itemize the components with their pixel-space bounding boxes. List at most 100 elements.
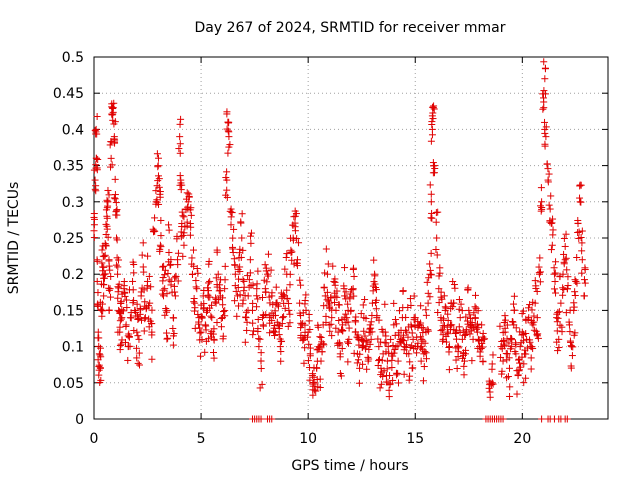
data-point <box>246 269 254 277</box>
data-point <box>113 211 121 219</box>
y-tick-label: 0.2 <box>62 267 84 283</box>
data-point <box>114 283 122 291</box>
data-point <box>375 316 383 324</box>
data-point <box>93 257 101 265</box>
data-point <box>154 177 162 185</box>
data-point <box>531 277 539 285</box>
data-point <box>208 314 216 322</box>
data-point <box>489 380 497 388</box>
data-point <box>424 327 432 335</box>
data-point <box>426 260 434 268</box>
data-point <box>545 170 553 178</box>
data-point <box>140 327 148 335</box>
data-point <box>143 282 151 290</box>
data-point <box>167 281 175 289</box>
data-point <box>487 381 495 389</box>
data-point <box>169 324 177 332</box>
data-point <box>264 272 272 280</box>
data-point <box>450 281 458 289</box>
data-point <box>432 209 440 217</box>
data-point <box>512 341 520 349</box>
data-point <box>275 302 283 310</box>
data-point <box>466 311 474 319</box>
data-point <box>563 285 571 293</box>
data-point <box>146 299 154 307</box>
data-point <box>438 326 446 334</box>
data-point <box>311 386 319 394</box>
data-point <box>336 353 344 361</box>
data-point <box>125 330 133 338</box>
data-point <box>530 312 538 320</box>
data-point <box>385 386 393 394</box>
data-point <box>408 329 416 337</box>
data-point <box>183 189 191 197</box>
x-axis-label: GPS time / hours <box>291 458 408 474</box>
data-point <box>430 102 438 110</box>
data-point <box>527 365 535 373</box>
data-point <box>429 109 437 117</box>
data-point <box>296 299 304 307</box>
data-point <box>256 335 264 343</box>
data-point <box>97 344 105 352</box>
data-point <box>229 243 237 251</box>
data-point <box>447 321 455 329</box>
data-point <box>388 356 396 364</box>
data-point <box>95 350 103 358</box>
data-point <box>263 270 271 278</box>
data-point <box>500 337 508 345</box>
data-point <box>443 338 451 346</box>
data-point <box>488 360 496 368</box>
data-point <box>249 281 257 289</box>
data-point <box>176 133 184 141</box>
data-point <box>236 291 244 299</box>
data-point <box>468 319 476 327</box>
data-point <box>410 292 418 300</box>
data-point <box>432 245 440 253</box>
data-point <box>228 209 236 217</box>
data-point <box>328 314 336 322</box>
data-point <box>390 349 398 357</box>
data-point <box>137 316 145 324</box>
data-point <box>511 348 519 356</box>
data-point <box>107 293 115 301</box>
data-point <box>305 310 313 318</box>
data-point <box>98 312 106 320</box>
data-point <box>221 307 229 315</box>
data-point <box>225 143 233 151</box>
data-point <box>338 345 346 353</box>
data-point <box>304 357 312 365</box>
data-point <box>327 320 335 328</box>
data-point <box>261 261 269 269</box>
data-point <box>452 356 460 364</box>
data-point <box>95 342 103 350</box>
data-point <box>563 266 571 274</box>
data-point <box>571 291 579 299</box>
data-point <box>468 357 476 365</box>
data-point <box>300 359 308 367</box>
data-point <box>116 309 124 317</box>
data-point <box>121 292 129 300</box>
data-point <box>255 335 263 343</box>
data-point <box>306 325 314 333</box>
data-point <box>479 357 487 365</box>
data-point <box>293 259 301 267</box>
data-point <box>145 272 153 280</box>
data-point <box>452 326 460 334</box>
data-point <box>106 285 114 293</box>
data-point <box>366 340 374 348</box>
data-point <box>394 357 402 365</box>
data-point <box>390 299 398 307</box>
data-point <box>219 332 227 340</box>
data-point <box>139 239 147 247</box>
data-point <box>116 317 124 325</box>
data-point <box>542 133 550 141</box>
data-point <box>344 318 352 326</box>
data-point <box>133 344 141 352</box>
data-point <box>427 190 435 198</box>
data-point <box>201 348 209 356</box>
data-point <box>437 327 445 335</box>
data-point <box>325 301 333 309</box>
data-point <box>554 308 562 316</box>
y-tick-label: 0.5 <box>62 50 84 66</box>
